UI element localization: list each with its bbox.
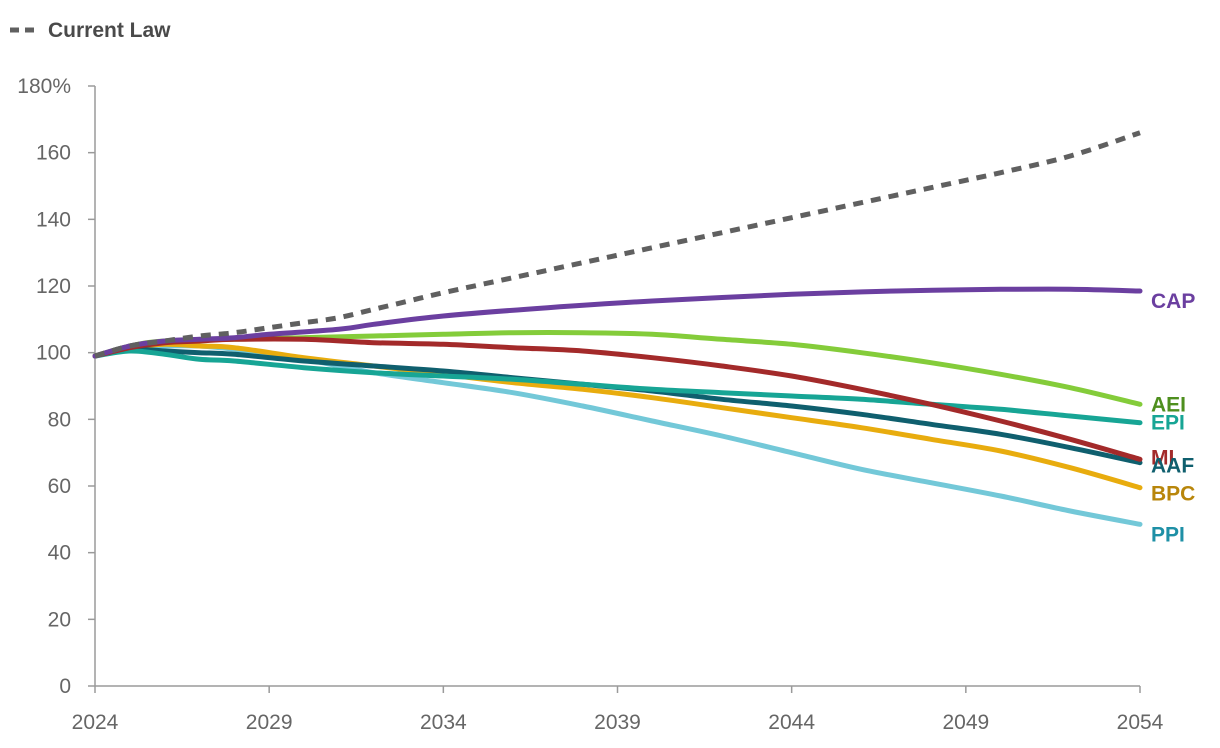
y-tick-label: 180%	[17, 75, 71, 98]
y-tick-label: 80	[48, 408, 71, 431]
end-label-mi: MI	[1151, 446, 1174, 469]
y-tick-label: 140	[36, 208, 71, 231]
x-tick-label: 2054	[1117, 711, 1164, 734]
end-label-cap: CAP	[1151, 290, 1195, 313]
y-tick-label: 20	[48, 608, 71, 631]
legend-label: Current Law	[48, 19, 171, 42]
x-tick-label: 2044	[768, 711, 815, 734]
y-tick-label: 0	[59, 675, 71, 698]
end-label-epi: EPI	[1151, 412, 1185, 435]
series-layer	[92, 130, 1143, 527]
x-tick-label: 2049	[942, 711, 989, 734]
y-tick-label: 120	[36, 275, 71, 298]
y-tick-label: 160	[36, 142, 71, 165]
y-tick-label: 40	[48, 542, 71, 565]
y-tick-label: 60	[48, 475, 71, 498]
end-label-aaf: AAF	[1151, 455, 1194, 478]
axes: 0 20 40 60 80 100 120 140 160 180% 2024 2029 2034 203…	[17, 75, 1163, 734]
end-label-bpc: BPC	[1151, 483, 1195, 506]
series-line-current-law	[94, 130, 1141, 359]
x-tick-label: 2029	[246, 711, 293, 734]
x-tick-label: 2034	[420, 711, 467, 734]
end-label-ppi: PPI	[1151, 523, 1185, 546]
x-tick-label: 2039	[594, 711, 641, 734]
y-tick-label: 100	[36, 342, 71, 365]
series-line-cap	[92, 286, 1143, 359]
series-line-bpc	[92, 341, 1143, 491]
x-tick-label: 2024	[72, 711, 119, 734]
legend: Current Law	[10, 19, 171, 42]
end-label-aei: AEI	[1151, 393, 1186, 416]
